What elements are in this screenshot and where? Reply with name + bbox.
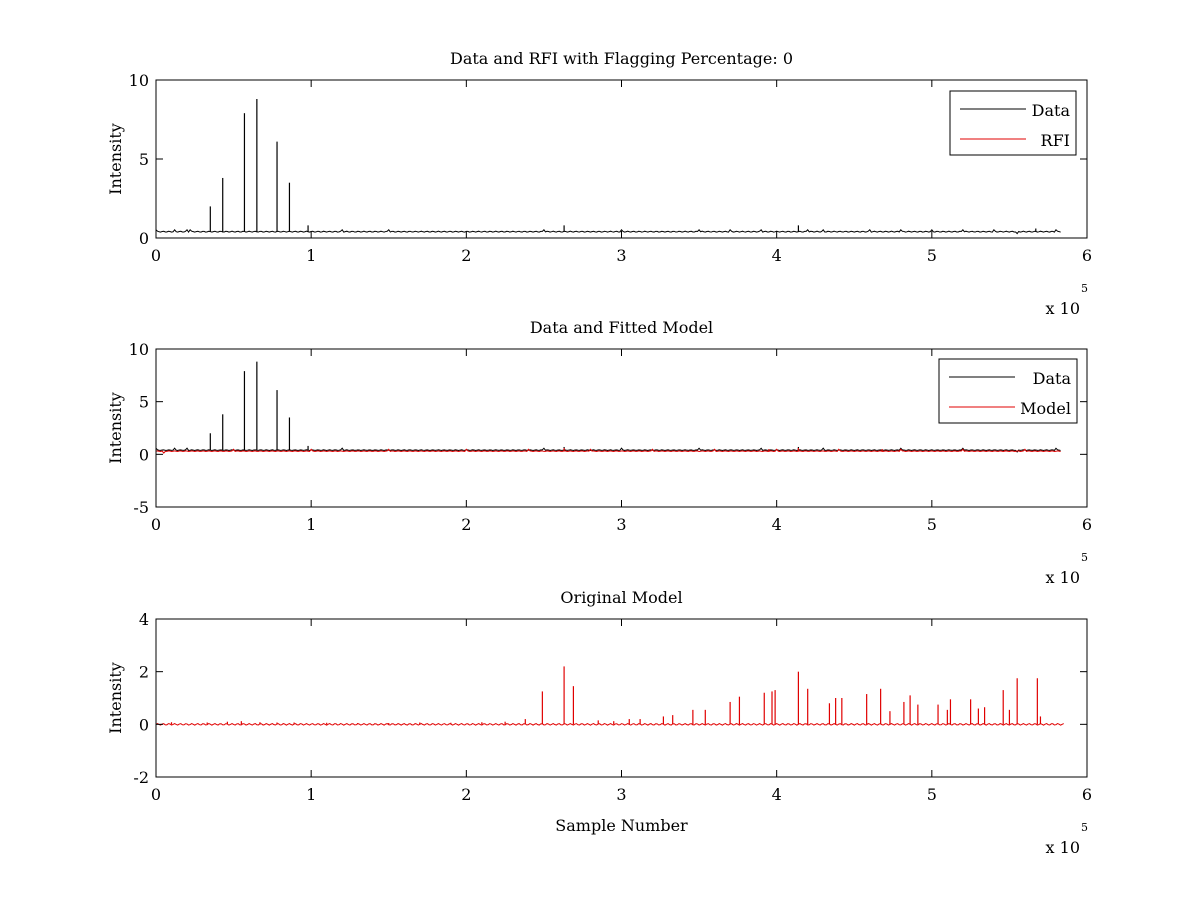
x-tick-label: 4: [772, 515, 782, 534]
y-tick-label: 5: [139, 393, 149, 412]
y-tick-label: 4: [139, 610, 149, 629]
plot-frame: [155, 618, 1088, 778]
x-tick-label: 0: [151, 246, 161, 265]
x-tick-label: 4: [772, 246, 782, 265]
y-tick-label: 10: [129, 340, 149, 359]
legend-box: [949, 90, 1077, 156]
plot-frame: [155, 79, 1088, 239]
y-tick-label: 5: [139, 150, 149, 169]
series-line-data: [156, 228, 1061, 235]
x-multiplier-base: x 10: [1046, 838, 1080, 857]
x-tick-label: 1: [306, 515, 316, 534]
legend-label: Data: [1033, 369, 1072, 388]
x-tick-label: 6: [1082, 785, 1092, 804]
x-tick-label: 2: [461, 785, 471, 804]
y-tick-label: 10: [129, 71, 149, 90]
chart-title: Data and Fitted Model: [530, 318, 713, 337]
chart-title: Original Model: [560, 588, 682, 607]
y-tick-label: -2: [133, 768, 149, 787]
y-axis-label: Intensity: [106, 662, 125, 734]
chart-title: Data and RFI with Flagging Percentage: 0: [450, 49, 793, 68]
y-tick-label: -5: [133, 498, 149, 517]
x-multiplier-base: x 10: [1046, 568, 1080, 587]
x-multiplier-power: 5: [1081, 821, 1088, 834]
x-tick-label: 6: [1082, 515, 1092, 534]
x-tick-label: 5: [927, 246, 937, 265]
legend-label: Data: [1032, 101, 1071, 120]
series-group: [156, 666, 1064, 726]
y-tick-label: 2: [139, 663, 149, 682]
series-group: [156, 98, 1061, 235]
y-tick-label: 0: [139, 445, 149, 464]
x-multiplier-power: 5: [1081, 282, 1088, 295]
x-tick-label: 2: [461, 246, 471, 265]
x-tick-label: 1: [306, 246, 316, 265]
x-tick-label: 3: [616, 515, 626, 534]
x-tick-label: 0: [151, 515, 161, 534]
legend-label: RFI: [1041, 131, 1070, 150]
series-line-data: [156, 447, 1061, 453]
x-multiplier-base: x 10: [1046, 299, 1080, 318]
x-tick-label: 2: [461, 515, 471, 534]
series-group: [156, 361, 1061, 454]
x-tick-label: 4: [772, 785, 782, 804]
y-tick-label: 0: [139, 229, 149, 248]
x-tick-label: 0: [151, 785, 161, 804]
x-tick-label: 1: [306, 785, 316, 804]
series-line-model: [156, 722, 1064, 726]
x-tick-label: 3: [616, 785, 626, 804]
chart-panel-1: Data and RFI with Flagging Percentage: 0…: [106, 49, 1092, 318]
y-tick-label: 0: [139, 715, 149, 734]
series-line-model: [156, 448, 1061, 454]
y-axis-label: Intensity: [106, 392, 125, 464]
legend-box: [938, 358, 1078, 424]
legend: Data Model: [938, 358, 1078, 424]
y-axis-label: Intensity: [106, 123, 125, 195]
legend: Data RFI: [949, 90, 1077, 156]
x-tick-label: 3: [616, 246, 626, 265]
x-tick-label: 6: [1082, 246, 1092, 265]
legend-label: Model: [1020, 399, 1071, 418]
x-axis-label: Sample Number: [555, 816, 688, 835]
x-tick-label: 5: [927, 785, 937, 804]
x-multiplier-power: 5: [1081, 551, 1088, 564]
x-tick-label: 5: [927, 515, 937, 534]
